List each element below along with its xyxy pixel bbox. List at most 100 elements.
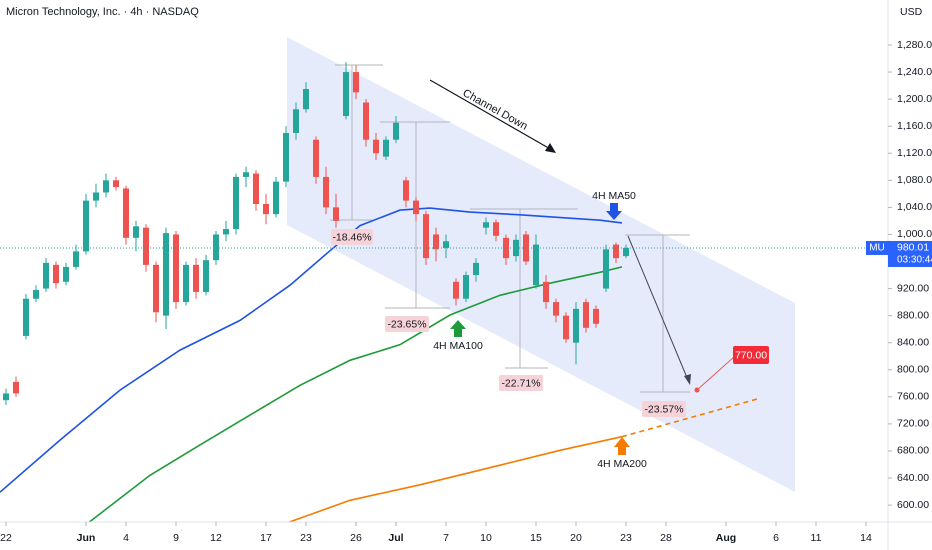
- candle-body: [553, 302, 559, 316]
- last-price-box: [888, 240, 932, 267]
- candle-body: [143, 227, 149, 265]
- candle-body: [393, 122, 399, 140]
- candle-body: [573, 308, 579, 343]
- candle-body: [493, 222, 499, 236]
- candle-body: [503, 237, 509, 259]
- x-tick-label: 10: [480, 532, 492, 544]
- candle-body: [223, 229, 229, 235]
- measure-box: [331, 229, 373, 245]
- y-tick-label: 1,160.00: [897, 120, 932, 132]
- y-tick-label: 1,000.00: [897, 228, 932, 240]
- candle-body: [363, 102, 369, 140]
- x-tick-label: 17: [260, 532, 272, 544]
- x-tick-label: Jun: [77, 532, 96, 544]
- candle-body: [53, 264, 59, 284]
- ma-line: [84, 266, 623, 527]
- measure-label: -23.57%: [644, 403, 683, 415]
- time-axis: [0, 522, 932, 550]
- channel-arrow: [429, 79, 553, 151]
- x-tick-label: 4: [123, 532, 129, 544]
- candle-body: [413, 200, 419, 215]
- candle-body: [483, 222, 489, 228]
- candle-body: [93, 192, 99, 201]
- y-tick-label: 600.00: [897, 499, 929, 511]
- x-tick-label: 7: [443, 532, 449, 544]
- price-axis: [888, 0, 932, 550]
- candle-body: [243, 172, 249, 177]
- candle-body: [3, 393, 9, 401]
- candle-body: [303, 88, 309, 110]
- measure-label: -23.65%: [387, 318, 426, 330]
- x-tick-label: Aug: [716, 532, 736, 544]
- candle-body: [33, 289, 39, 299]
- candle-body: [73, 251, 79, 267]
- ma-label: 4H MA50: [592, 190, 636, 202]
- x-tick-label: Jul: [388, 532, 403, 544]
- measure-box: [642, 401, 686, 417]
- candle-body: [543, 281, 549, 303]
- candle-body: [353, 72, 359, 93]
- x-tick-label: 23: [300, 532, 312, 544]
- candle-body: [613, 244, 619, 259]
- candle-body: [63, 266, 69, 282]
- ma-line: [0, 207, 623, 493]
- candle-body: [163, 233, 169, 316]
- candle-body: [463, 275, 469, 299]
- candle-body: [473, 262, 479, 276]
- target-point: [694, 387, 700, 393]
- candle-body: [203, 260, 209, 292]
- y-tick-label: 1,200.00: [897, 93, 932, 105]
- candle-body: [103, 180, 109, 193]
- x-tick-label: 28: [660, 532, 672, 544]
- candle-body: [13, 381, 19, 394]
- candle-body: [603, 249, 609, 289]
- candle-body: [263, 203, 269, 215]
- ma-arrow: [606, 203, 622, 220]
- y-tick-label: 720.00: [897, 418, 929, 430]
- candle-body: [383, 139, 389, 157]
- countdown-label: 03:30:44: [897, 255, 932, 266]
- target-connector: [696, 355, 736, 391]
- symbol-label: MU: [869, 243, 885, 254]
- candle-body: [153, 264, 159, 313]
- x-tick-label: 14: [860, 532, 872, 544]
- measure-box: [385, 316, 429, 332]
- x-tick-label: 22: [0, 532, 12, 544]
- candle-body: [433, 234, 439, 250]
- ma-arrow: [614, 437, 630, 455]
- measure-label: -22.71%: [501, 377, 540, 389]
- x-tick-label: 12: [210, 532, 222, 544]
- candle-body: [23, 298, 29, 336]
- candle-body: [423, 214, 429, 259]
- candle-body: [123, 188, 129, 238]
- ma-line: [621, 397, 761, 438]
- candle-body: [283, 132, 289, 182]
- candle-body: [213, 234, 219, 261]
- ma-label: 4H MA200: [597, 458, 647, 470]
- candle-body: [323, 176, 329, 208]
- last-price-label: 980.01: [897, 242, 929, 254]
- y-tick-label: 680.00: [897, 445, 929, 457]
- candle-body: [43, 262, 49, 289]
- x-tick-label: 15: [530, 532, 542, 544]
- currency: USD: [900, 6, 923, 18]
- candle-body: [313, 139, 319, 177]
- ma-arrow: [450, 320, 466, 337]
- candle-body: [253, 173, 259, 204]
- x-tick-label: 20: [570, 532, 582, 544]
- measure-label: -18.46%: [332, 231, 371, 243]
- candle-body: [373, 139, 379, 154]
- candle-body: [183, 264, 189, 303]
- candle-body: [333, 207, 339, 221]
- y-tick-label: 1,280.00: [897, 39, 932, 51]
- candle-body: [273, 181, 279, 215]
- candle-body: [173, 234, 179, 303]
- y-tick-label: 840.00: [897, 336, 929, 348]
- ma-line: [279, 435, 623, 527]
- projection-arrow: [627, 235, 689, 381]
- y-tick-label: 920.00: [897, 282, 929, 294]
- y-tick-label: 800.00: [897, 364, 929, 376]
- candle-body: [193, 264, 199, 292]
- channel-arrowhead: [545, 143, 556, 153]
